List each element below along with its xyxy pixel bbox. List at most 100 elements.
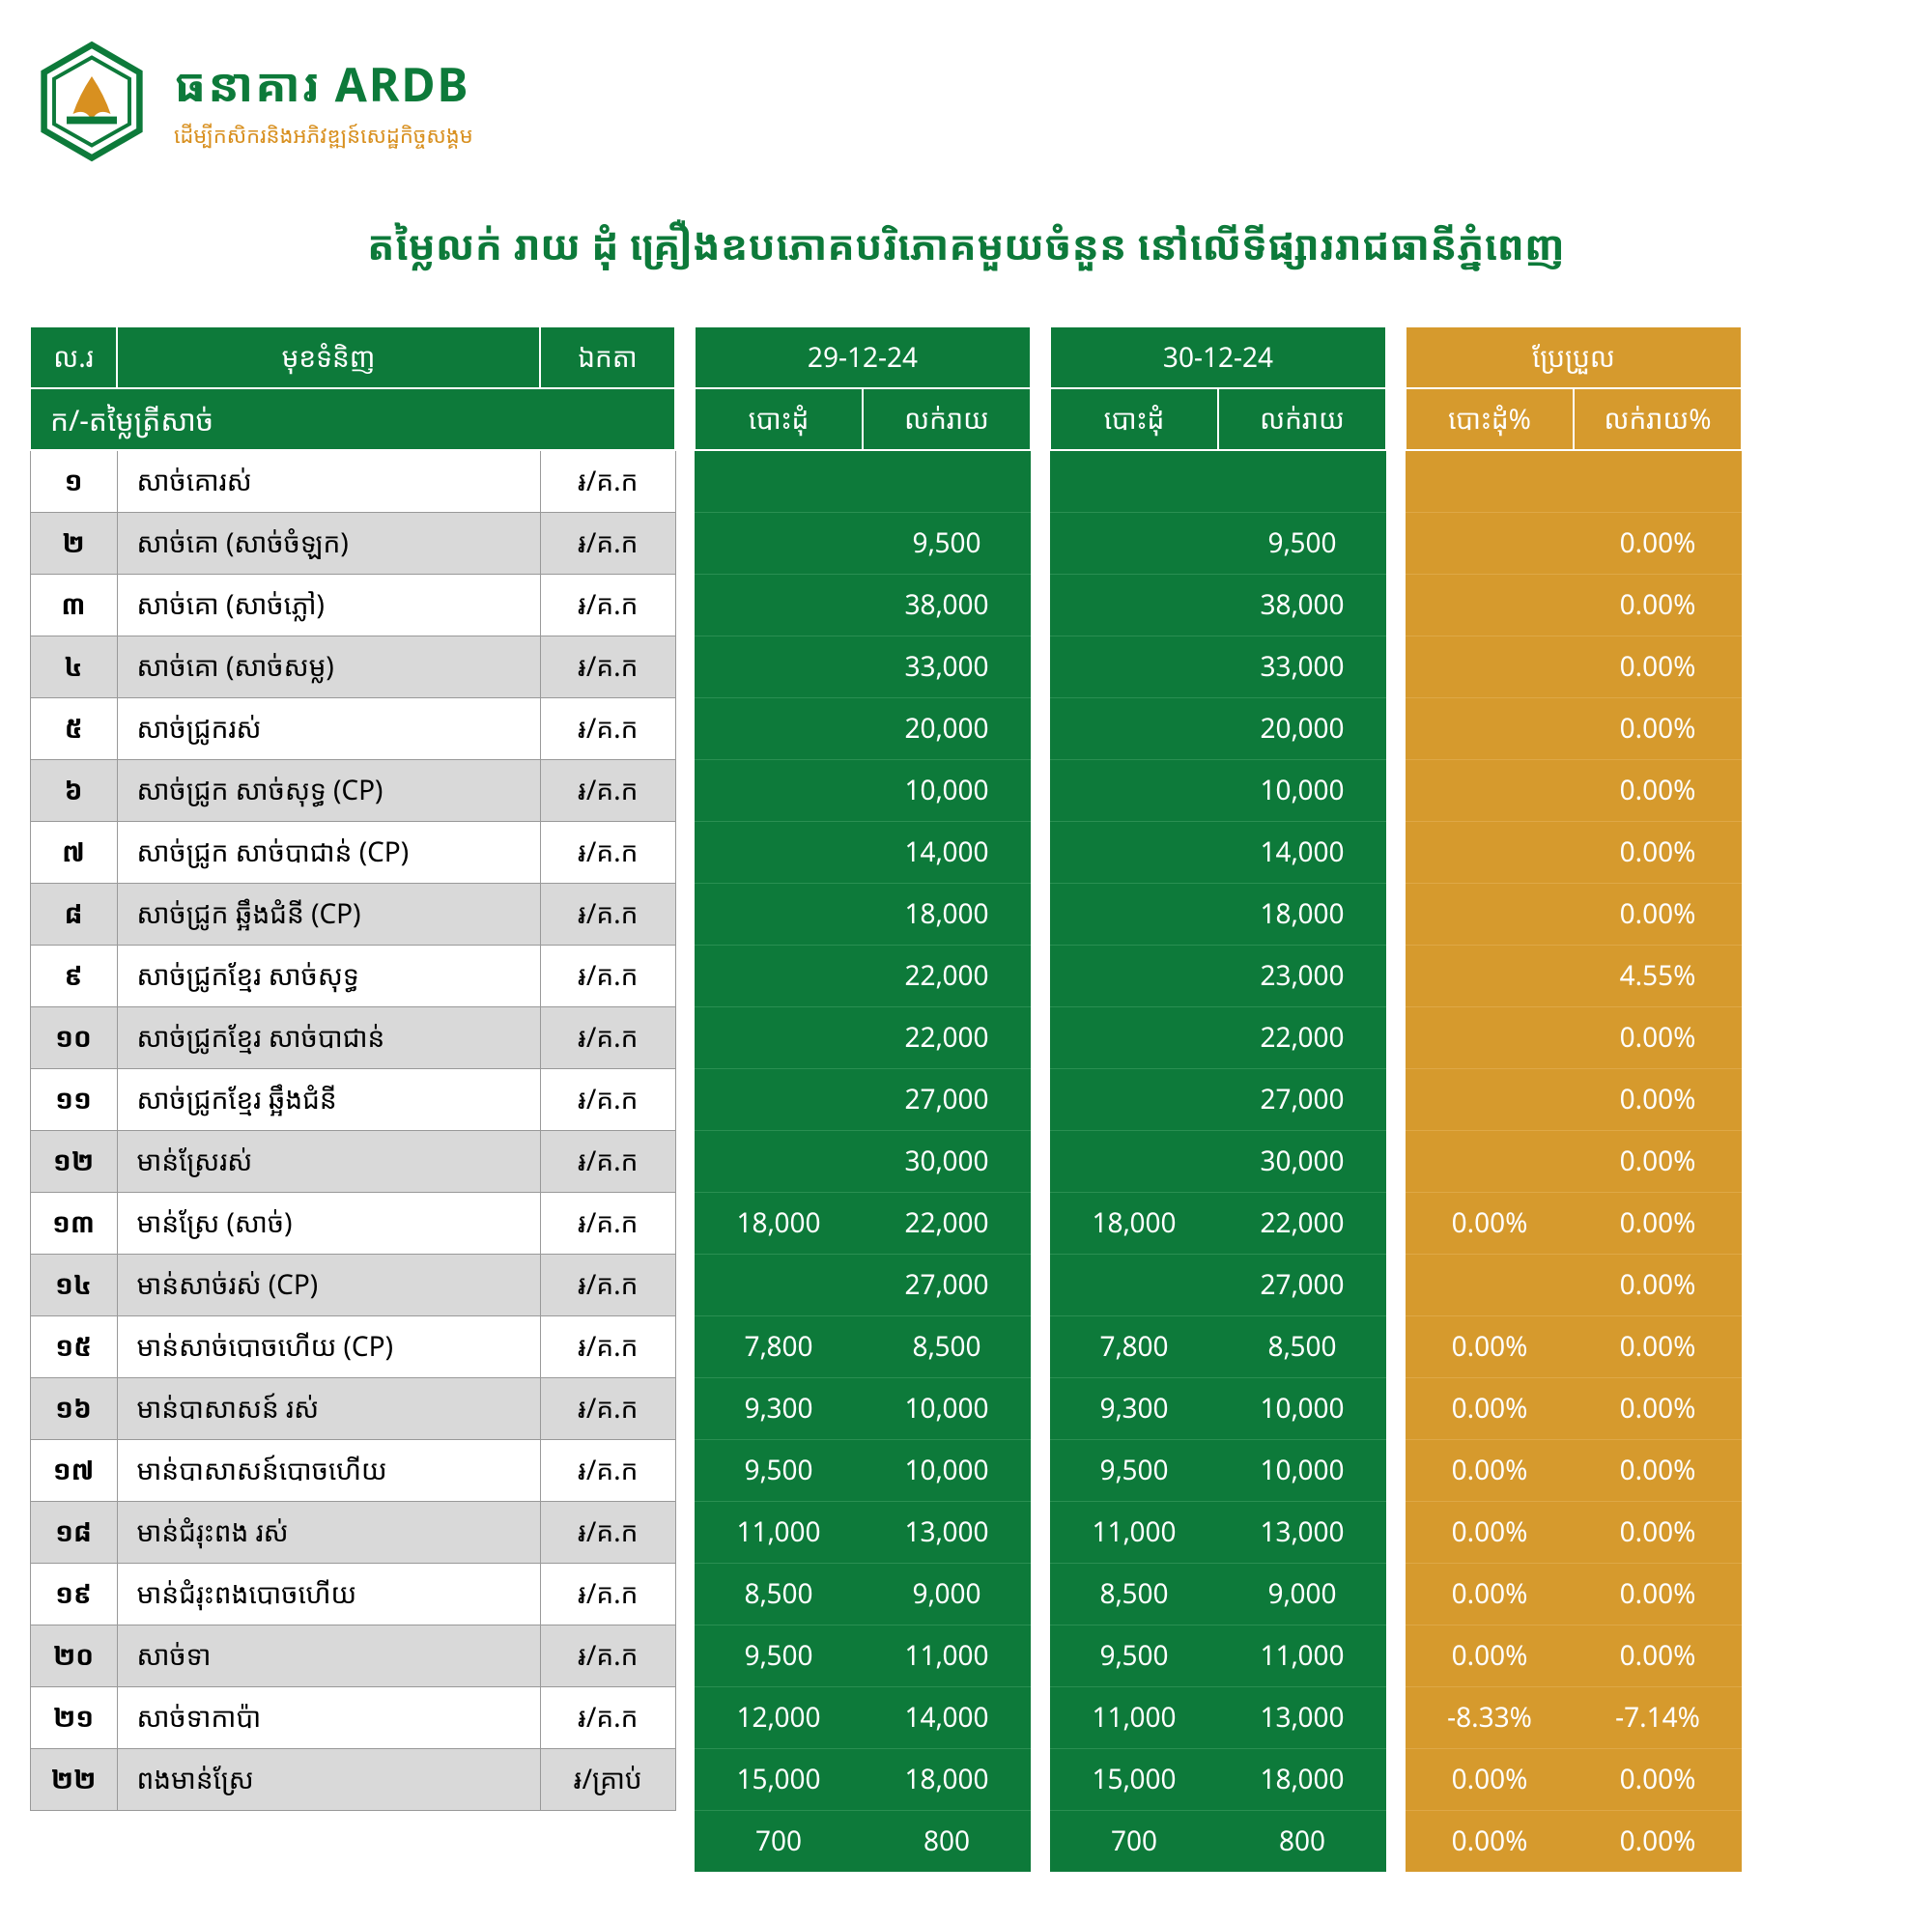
- row-unit: ៛/គ.ក: [540, 945, 675, 1006]
- table-row: 9,30010,000: [695, 1377, 1031, 1439]
- change-retail: 0.00%: [1574, 1006, 1742, 1068]
- row-no: ១៩: [30, 1563, 117, 1625]
- d1-retail: 27,000: [863, 1254, 1031, 1315]
- table-row: 0.00%0.00%: [1406, 1563, 1742, 1625]
- table-row: 38,000: [1050, 574, 1386, 636]
- d2-retail: 800: [1218, 1810, 1386, 1872]
- row-unit: ៛/គ.ក: [540, 1686, 675, 1748]
- table-row: 15,00018,000: [695, 1748, 1031, 1810]
- change-retail: 0.00%: [1574, 636, 1742, 697]
- change-wholesale: 0.00%: [1406, 1192, 1574, 1254]
- col-date1: 29-12-24: [695, 326, 1031, 388]
- table-row: 30,000: [1050, 1130, 1386, 1192]
- d2-retail: 33,000: [1218, 636, 1386, 697]
- col-d1-wholesale: បោះដុំ: [695, 388, 863, 450]
- table-row: 38,000: [695, 574, 1031, 636]
- table-row: 9,500: [1050, 512, 1386, 574]
- table-row: ២សាច់គោ (សាច់ចំឡក)៛/គ.ក: [30, 512, 675, 574]
- row-unit: ៛/គ.ក: [540, 821, 675, 883]
- d2-wholesale: [1050, 1006, 1218, 1068]
- d1-wholesale: [695, 574, 863, 636]
- row-no: ១៦: [30, 1377, 117, 1439]
- d1-wholesale: 9,500: [695, 1625, 863, 1686]
- row-name: មាន់បាសាសន៍ រស់: [117, 1377, 540, 1439]
- d2-wholesale: 9,500: [1050, 1625, 1218, 1686]
- row-name: សាច់ជ្រូក សាច់បាជាន់ (CP): [117, 821, 540, 883]
- row-no: ៨: [30, 883, 117, 945]
- change-wholesale: [1406, 636, 1574, 697]
- date2-column: 30-12-24 បោះដុំ លក់រាយ 9,50038,00033,000…: [1049, 325, 1387, 1872]
- table-row: 0.00%0.00%: [1406, 1439, 1742, 1501]
- section-header: ក/-តម្លៃត្រីសាច់: [30, 388, 675, 450]
- row-name: មាន់ជំរុះពងបោចហើយ: [117, 1563, 540, 1625]
- change-retail: 0.00%: [1574, 1748, 1742, 1810]
- table-row: 18,00022,000: [695, 1192, 1031, 1254]
- d2-wholesale: 700: [1050, 1810, 1218, 1872]
- d1-retail: 9,000: [863, 1563, 1031, 1625]
- change-wholesale: 0.00%: [1406, 1377, 1574, 1439]
- row-unit: ៛/គ.ក: [540, 1006, 675, 1068]
- d2-wholesale: 15,000: [1050, 1748, 1218, 1810]
- row-name: មាន់ស្រែរស់: [117, 1130, 540, 1192]
- row-unit: ៛/គ.ក: [540, 450, 675, 512]
- d2-wholesale: 11,000: [1050, 1501, 1218, 1563]
- row-no: ៧: [30, 821, 117, 883]
- change-retail: 0.00%: [1574, 1501, 1742, 1563]
- change-retail: 0.00%: [1574, 574, 1742, 636]
- table-row: 0.00%0.00%: [1406, 1625, 1742, 1686]
- d1-retail: 18,000: [863, 1748, 1031, 1810]
- row-name: សាច់គោ (សាច់សម្ល): [117, 636, 540, 697]
- row-no: ៦: [30, 759, 117, 821]
- d1-wholesale: 18,000: [695, 1192, 863, 1254]
- row-name: សាច់ជ្រូករស់: [117, 697, 540, 759]
- change-retail: 0.00%: [1574, 1192, 1742, 1254]
- row-name: សាច់ជ្រូក ឆ្អឹងជំនី (CP): [117, 883, 540, 945]
- table-row: ១១សាច់ជ្រូកខ្មែរ ឆ្អឹងជំនី៛/គ.ក: [30, 1068, 675, 1130]
- table-row: 22,000: [1050, 1006, 1386, 1068]
- table-row: ១៩មាន់ជំរុះពងបោចហើយ៛/គ.ក: [30, 1563, 675, 1625]
- row-no: ១៤: [30, 1254, 117, 1315]
- row-unit: ៛/គ.ក: [540, 512, 675, 574]
- row-unit: ៛/គ.ក: [540, 759, 675, 821]
- d1-wholesale: [695, 636, 863, 697]
- d1-retail: 11,000: [863, 1625, 1031, 1686]
- table-row: ១២មាន់ស្រែរស់៛/គ.ក: [30, 1130, 675, 1192]
- row-unit: ៛/គ.ក: [540, 636, 675, 697]
- table-row: 33,000: [695, 636, 1031, 697]
- d1-wholesale: [695, 759, 863, 821]
- change-wholesale: 0.00%: [1406, 1315, 1574, 1377]
- col-change-wholesale: បោះដុំ%: [1406, 388, 1574, 450]
- bank-tagline: ដើម្បីកសិករនិងអភិវឌ្ឍន៍សេដ្ឋកិច្ចសង្គម: [174, 121, 473, 150]
- d1-retail: 22,000: [863, 1006, 1031, 1068]
- table-row: 33,000: [1050, 636, 1386, 697]
- change-wholesale: [1406, 759, 1574, 821]
- table-row: 14,000: [1050, 821, 1386, 883]
- table-row: ២១សាច់ទាកាប៉ា៛/គ.ក: [30, 1686, 675, 1748]
- d2-retail: 18,000: [1218, 883, 1386, 945]
- table-row: 27,000: [1050, 1068, 1386, 1130]
- change-wholesale: 0.00%: [1406, 1501, 1574, 1563]
- table-row: 0.00%: [1406, 512, 1742, 574]
- table-row: ៦សាច់ជ្រូក សាច់សុទ្ធ (CP)៛/គ.ក: [30, 759, 675, 821]
- row-name: មាន់បាសាសន៍បោចហើយ: [117, 1439, 540, 1501]
- section-spacer: [1050, 450, 1386, 512]
- d2-wholesale: [1050, 759, 1218, 821]
- row-no: ៤: [30, 636, 117, 697]
- table-row: 10,000: [1050, 759, 1386, 821]
- d2-wholesale: [1050, 945, 1218, 1006]
- col-date2: 30-12-24: [1050, 326, 1386, 388]
- d2-retail: 13,000: [1218, 1501, 1386, 1563]
- d2-wholesale: 18,000: [1050, 1192, 1218, 1254]
- d2-wholesale: [1050, 512, 1218, 574]
- change-retail: 0.00%: [1574, 697, 1742, 759]
- table-row: 27,000: [695, 1254, 1031, 1315]
- table-row: 0.00%: [1406, 1006, 1742, 1068]
- section-spacer: [695, 450, 1031, 512]
- d1-retail: 18,000: [863, 883, 1031, 945]
- d2-retail: 22,000: [1218, 1006, 1386, 1068]
- table-row: 9,30010,000: [1050, 1377, 1386, 1439]
- date1-column: 29-12-24 បោះដុំ លក់រាយ 9,50038,00033,000…: [694, 325, 1032, 1872]
- table-row: ១៤មាន់សាច់រស់ (CP)៛/គ.ក: [30, 1254, 675, 1315]
- row-no: ១០: [30, 1006, 117, 1068]
- d1-wholesale: [695, 945, 863, 1006]
